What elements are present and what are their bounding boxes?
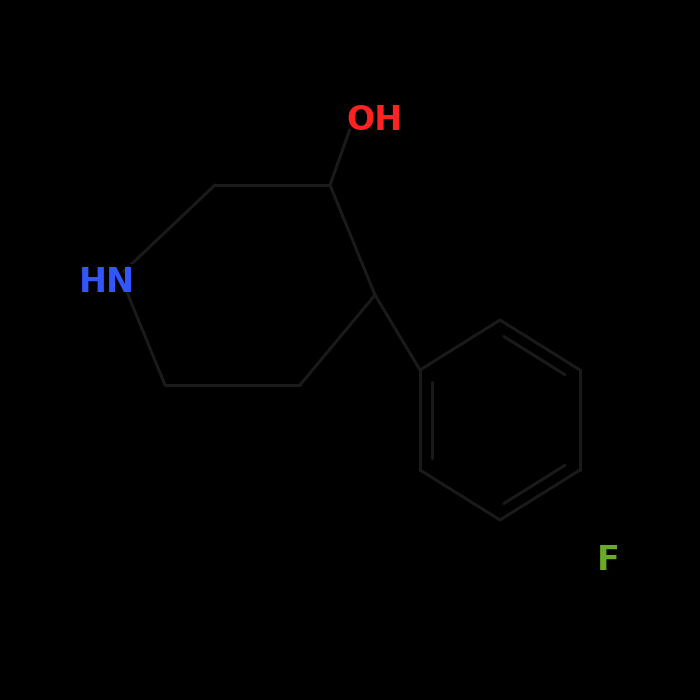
Text: HN: HN: [74, 263, 139, 301]
Text: F: F: [596, 543, 620, 577]
Text: F: F: [595, 541, 622, 579]
Text: OH: OH: [342, 101, 408, 139]
Text: OH: OH: [347, 104, 403, 136]
Text: HN: HN: [79, 265, 135, 298]
